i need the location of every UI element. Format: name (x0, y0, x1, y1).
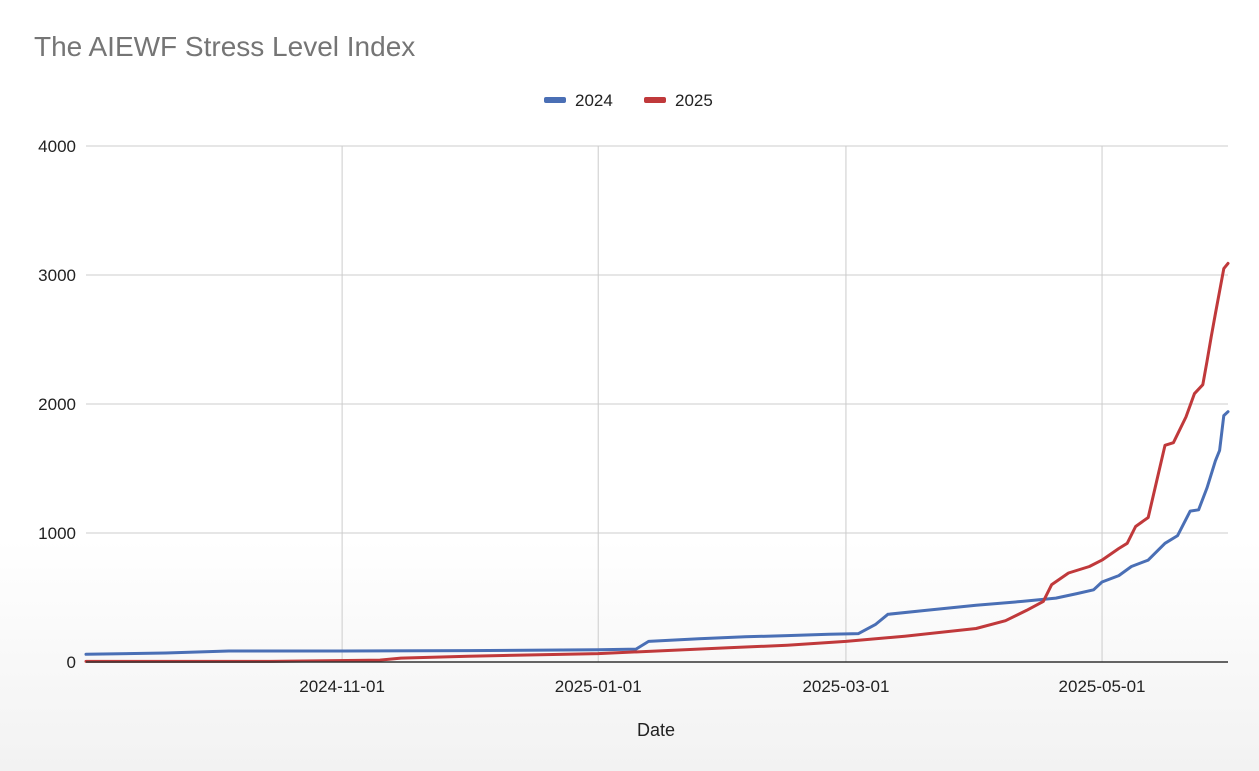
x-tick-label: 2025-01-01 (555, 677, 642, 696)
y-axis-labels: 0 1000 2000 3000 4000 (38, 137, 76, 672)
legend-swatch-2024 (544, 97, 566, 103)
y-tick-label: 2000 (38, 395, 76, 414)
series-line-2024 (84, 410, 1230, 656)
legend-item-2024[interactable]: 2024 (544, 91, 613, 110)
x-tick-label: 2025-03-01 (802, 677, 889, 696)
legend: 2024 2025 (544, 91, 713, 110)
grid (86, 145, 1228, 662)
x-tick-label: 2024-11-01 (299, 677, 385, 696)
y-tick-label: 1000 (38, 524, 76, 543)
legend-item-2025[interactable]: 2025 (644, 91, 713, 110)
series-line-2025 (84, 261, 1230, 663)
y-tick-label: 0 (67, 653, 76, 672)
chart-title: The AIEWF Stress Level Index (34, 31, 415, 62)
y-tick-label: 3000 (38, 266, 76, 285)
x-axis-title: Date (637, 720, 675, 740)
legend-label-2024: 2024 (575, 91, 613, 110)
legend-label-2025: 2025 (675, 91, 713, 110)
x-axis-labels: 2024-11-01 2025-01-01 2025-03-01 2025-05-01 (299, 677, 1145, 696)
y-tick-label: 4000 (38, 137, 76, 156)
x-tick-label: 2025-05-01 (1059, 677, 1146, 696)
legend-swatch-2025 (644, 97, 666, 103)
series-lines (84, 261, 1230, 663)
